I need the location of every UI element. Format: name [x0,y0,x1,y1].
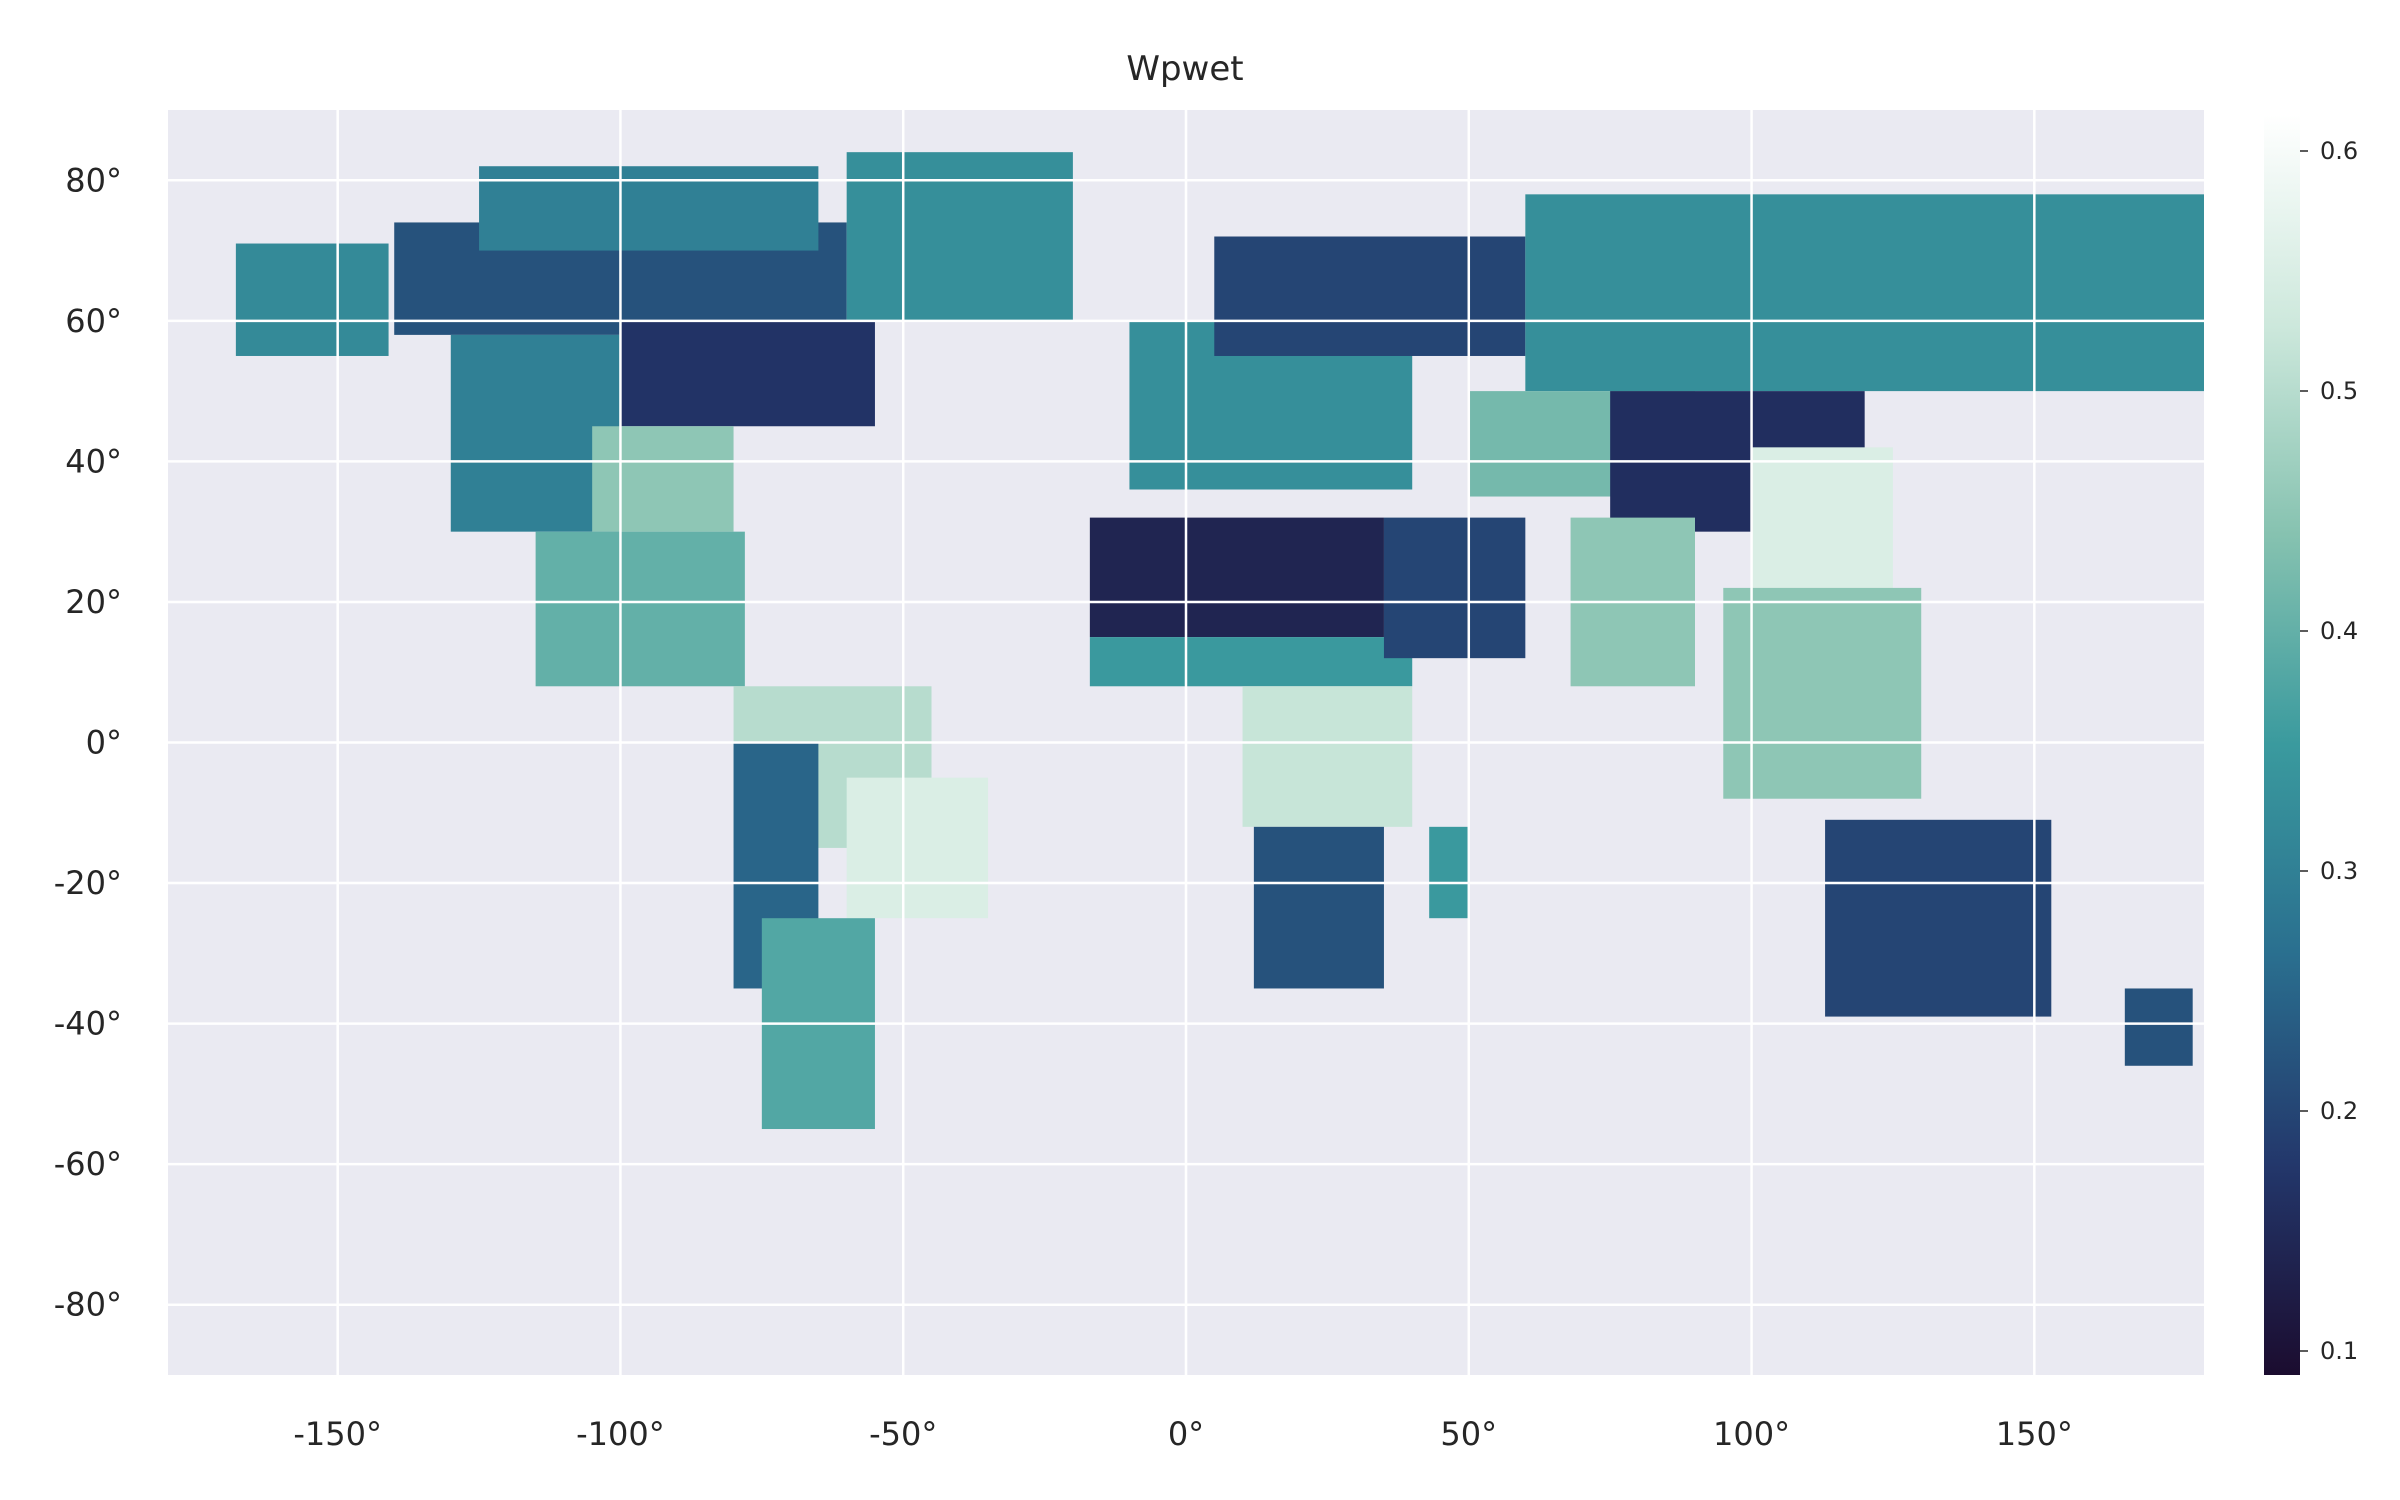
region-central-africa [1242,686,1413,827]
region-siberia [1525,194,2204,392]
y-tick-label: -60° [54,1145,122,1183]
y-tick-label: 60° [65,302,122,340]
region-mexico-central-america [535,531,745,687]
colorbar-tick-label: 0.5 [2320,377,2358,405]
region-alaska [235,243,389,356]
region-greenland-coast [846,152,1073,321]
colorbar-tick-label: 0.2 [2320,1097,2358,1125]
x-tick-label: -100° [576,1415,665,1453]
region-sahara [1089,517,1384,638]
colorbar-ticks: 0.1 0.2 0.3 0.4 0.5 0.6 [2300,137,2358,1365]
grid-layer [168,110,2204,1375]
region-southern-africa [1253,826,1384,989]
y-tick-label: 0° [86,724,122,762]
x-tick-label: -150° [293,1415,382,1453]
chart-title: Wpwet [1126,49,1243,89]
region-scandinavia-russia-west [1214,236,1526,356]
region-great-plains [592,426,734,532]
region-australia [1825,819,2052,1017]
colorbar-tick-label: 0.1 [2320,1337,2358,1365]
y-tick-label: -40° [54,1005,122,1043]
region-eastern-canada [620,320,875,427]
x-axis: -150° -100° -50° 0° 50° 100° 150° [293,1415,2073,1453]
region-new-zealand [2124,988,2193,1066]
region-arctic-islands [479,166,819,251]
region-china [1751,447,1893,588]
colorbar: 0.1 0.2 0.3 0.4 0.5 0.6 [2264,115,2358,1375]
y-tick-label: 40° [65,442,122,480]
region-arabian-peninsula [1383,517,1526,659]
region-sahel [1089,637,1413,687]
x-tick-label: 50° [1440,1415,1497,1453]
colorbar-tick-label: 0.3 [2320,857,2358,885]
x-tick-label: -50° [869,1415,937,1453]
colorbar-tick-label: 0.4 [2320,617,2358,645]
y-tick-label: 20° [65,583,122,621]
colorbar-bar [2264,115,2300,1375]
y-tick-label: -20° [54,864,122,902]
region-southeast-asia [1723,587,1922,799]
colorbar-tick-label: 0.6 [2320,137,2358,165]
y-tick-label: 80° [65,161,122,199]
y-axis: 80° 60° 40° 20° 0° -20° -40° -60° -80° [54,161,122,1323]
region-madagascar [1429,826,1469,919]
y-tick-label: -80° [54,1286,122,1324]
region-brazilian-highlands [846,777,989,919]
x-tick-label: 100° [1713,1415,1790,1453]
plot-area [168,110,2204,1375]
x-tick-label: 0° [1168,1415,1204,1453]
x-tick-label: 150° [1996,1415,2073,1453]
